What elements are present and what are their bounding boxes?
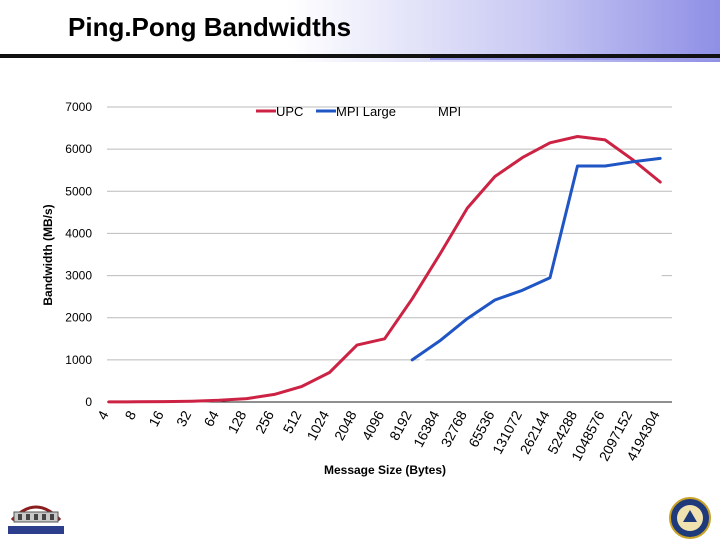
data-point-upc: [604, 139, 606, 141]
x-tick-label: 512: [279, 408, 304, 436]
data-point-mpi: [411, 365, 413, 367]
data-point-upc: [494, 175, 496, 178]
y-tick-label: 2000: [65, 311, 92, 325]
data-point-mpi-large: [631, 160, 634, 163]
y-tick-label: 1000: [65, 353, 92, 367]
data-point-mpi-large: [576, 165, 579, 167]
data-point-upc: [466, 207, 469, 209]
x-tick-label: 64: [200, 408, 222, 429]
data-point-upc: [108, 401, 110, 403]
data-point-upc: [328, 371, 331, 374]
data-point-upc: [163, 400, 165, 403]
x-tick-label: 4096: [359, 408, 388, 443]
data-point-upc: [246, 397, 248, 400]
data-point-mpi-large: [604, 165, 606, 167]
data-point-mpi: [466, 325, 469, 327]
data-point-upc: [190, 400, 193, 402]
data-point-upc: [631, 158, 634, 161]
legend: UPC MPI Large MPI: [256, 104, 461, 119]
legend-label: UPC: [276, 104, 303, 119]
data-point-upc: [438, 253, 441, 256]
data-point-mpi-large: [549, 276, 551, 279]
x-tick-label: 256: [252, 408, 277, 436]
data-point-mpi-large: [411, 359, 413, 361]
data-point-mpi: [438, 348, 441, 351]
x-tick-label: 32: [173, 408, 195, 429]
x-tick-label: 16384: [410, 408, 443, 450]
series-line-mpi-large: [410, 156, 662, 362]
data-point-upc: [521, 156, 524, 159]
y-tick-label: 0: [85, 395, 92, 409]
x-tick-label: 2048: [331, 408, 360, 443]
data-point-mpi: [273, 396, 276, 398]
x-axis-title: Message Size (Bytes): [324, 463, 446, 477]
data-point-mpi-large: [466, 317, 469, 320]
y-tick-label: 5000: [65, 184, 92, 198]
data-point-mpi-large: [659, 157, 662, 160]
data-point-mpi: [659, 274, 662, 277]
x-tick-label: 8: [121, 408, 139, 423]
data-point-mpi: [356, 383, 358, 386]
series-layer: [107, 135, 662, 404]
title-rule: [0, 54, 720, 58]
data-point-upc: [383, 337, 386, 340]
legend-label: MPI Large: [336, 104, 396, 119]
y-tick-label: 3000: [65, 269, 92, 283]
data-point-upc: [549, 142, 551, 144]
data-point-upc: [273, 393, 276, 396]
data-point-upc: [411, 297, 413, 300]
data-point-upc: [659, 181, 662, 183]
label-layer: 0 1000 2000 3000 4000 5000 6000 7000 4 8 16 32 64 128…: [41, 100, 663, 477]
x-tick-label: 1024: [303, 408, 332, 443]
title-rule-accent: [430, 58, 720, 60]
data-point-upc: [301, 385, 303, 388]
legend-label: MPI: [438, 104, 461, 119]
x-tick-label: 8192: [386, 408, 415, 443]
data-point-mpi: [576, 274, 579, 277]
university-seal: [669, 497, 711, 539]
data-point-upc: [576, 135, 579, 138]
data-point-mpi: [631, 274, 634, 277]
data-point-mpi-large: [494, 299, 496, 301]
y-axis-title: Bandwidth (MB/s): [41, 204, 55, 305]
y-tick-label: 4000: [65, 226, 92, 240]
data-point-mpi-large: [438, 340, 441, 342]
x-tick-label: 128: [224, 408, 249, 436]
data-point-mpi: [301, 391, 303, 394]
slide-title: Ping.Pong Bandwidths: [68, 12, 352, 42]
data-point-upc: [135, 400, 138, 403]
data-point-mpi-large: [521, 289, 524, 292]
y-tick-label: 6000: [65, 142, 92, 156]
data-point-mpi: [328, 388, 331, 390]
data-point-upc: [218, 399, 221, 402]
lab-logo: [8, 505, 64, 534]
data-point-mpi: [383, 375, 386, 378]
data-point-upc: [356, 344, 358, 346]
grid-layer: [107, 106, 672, 361]
y-tick-label: 7000: [65, 100, 92, 114]
x-tick-label: 4: [94, 408, 112, 423]
series-line-upc: [107, 135, 662, 404]
x-tick-label: 32768: [438, 408, 471, 450]
title-band: [0, 0, 720, 62]
data-point-mpi: [604, 274, 606, 277]
x-tick-label: 16: [145, 408, 167, 429]
